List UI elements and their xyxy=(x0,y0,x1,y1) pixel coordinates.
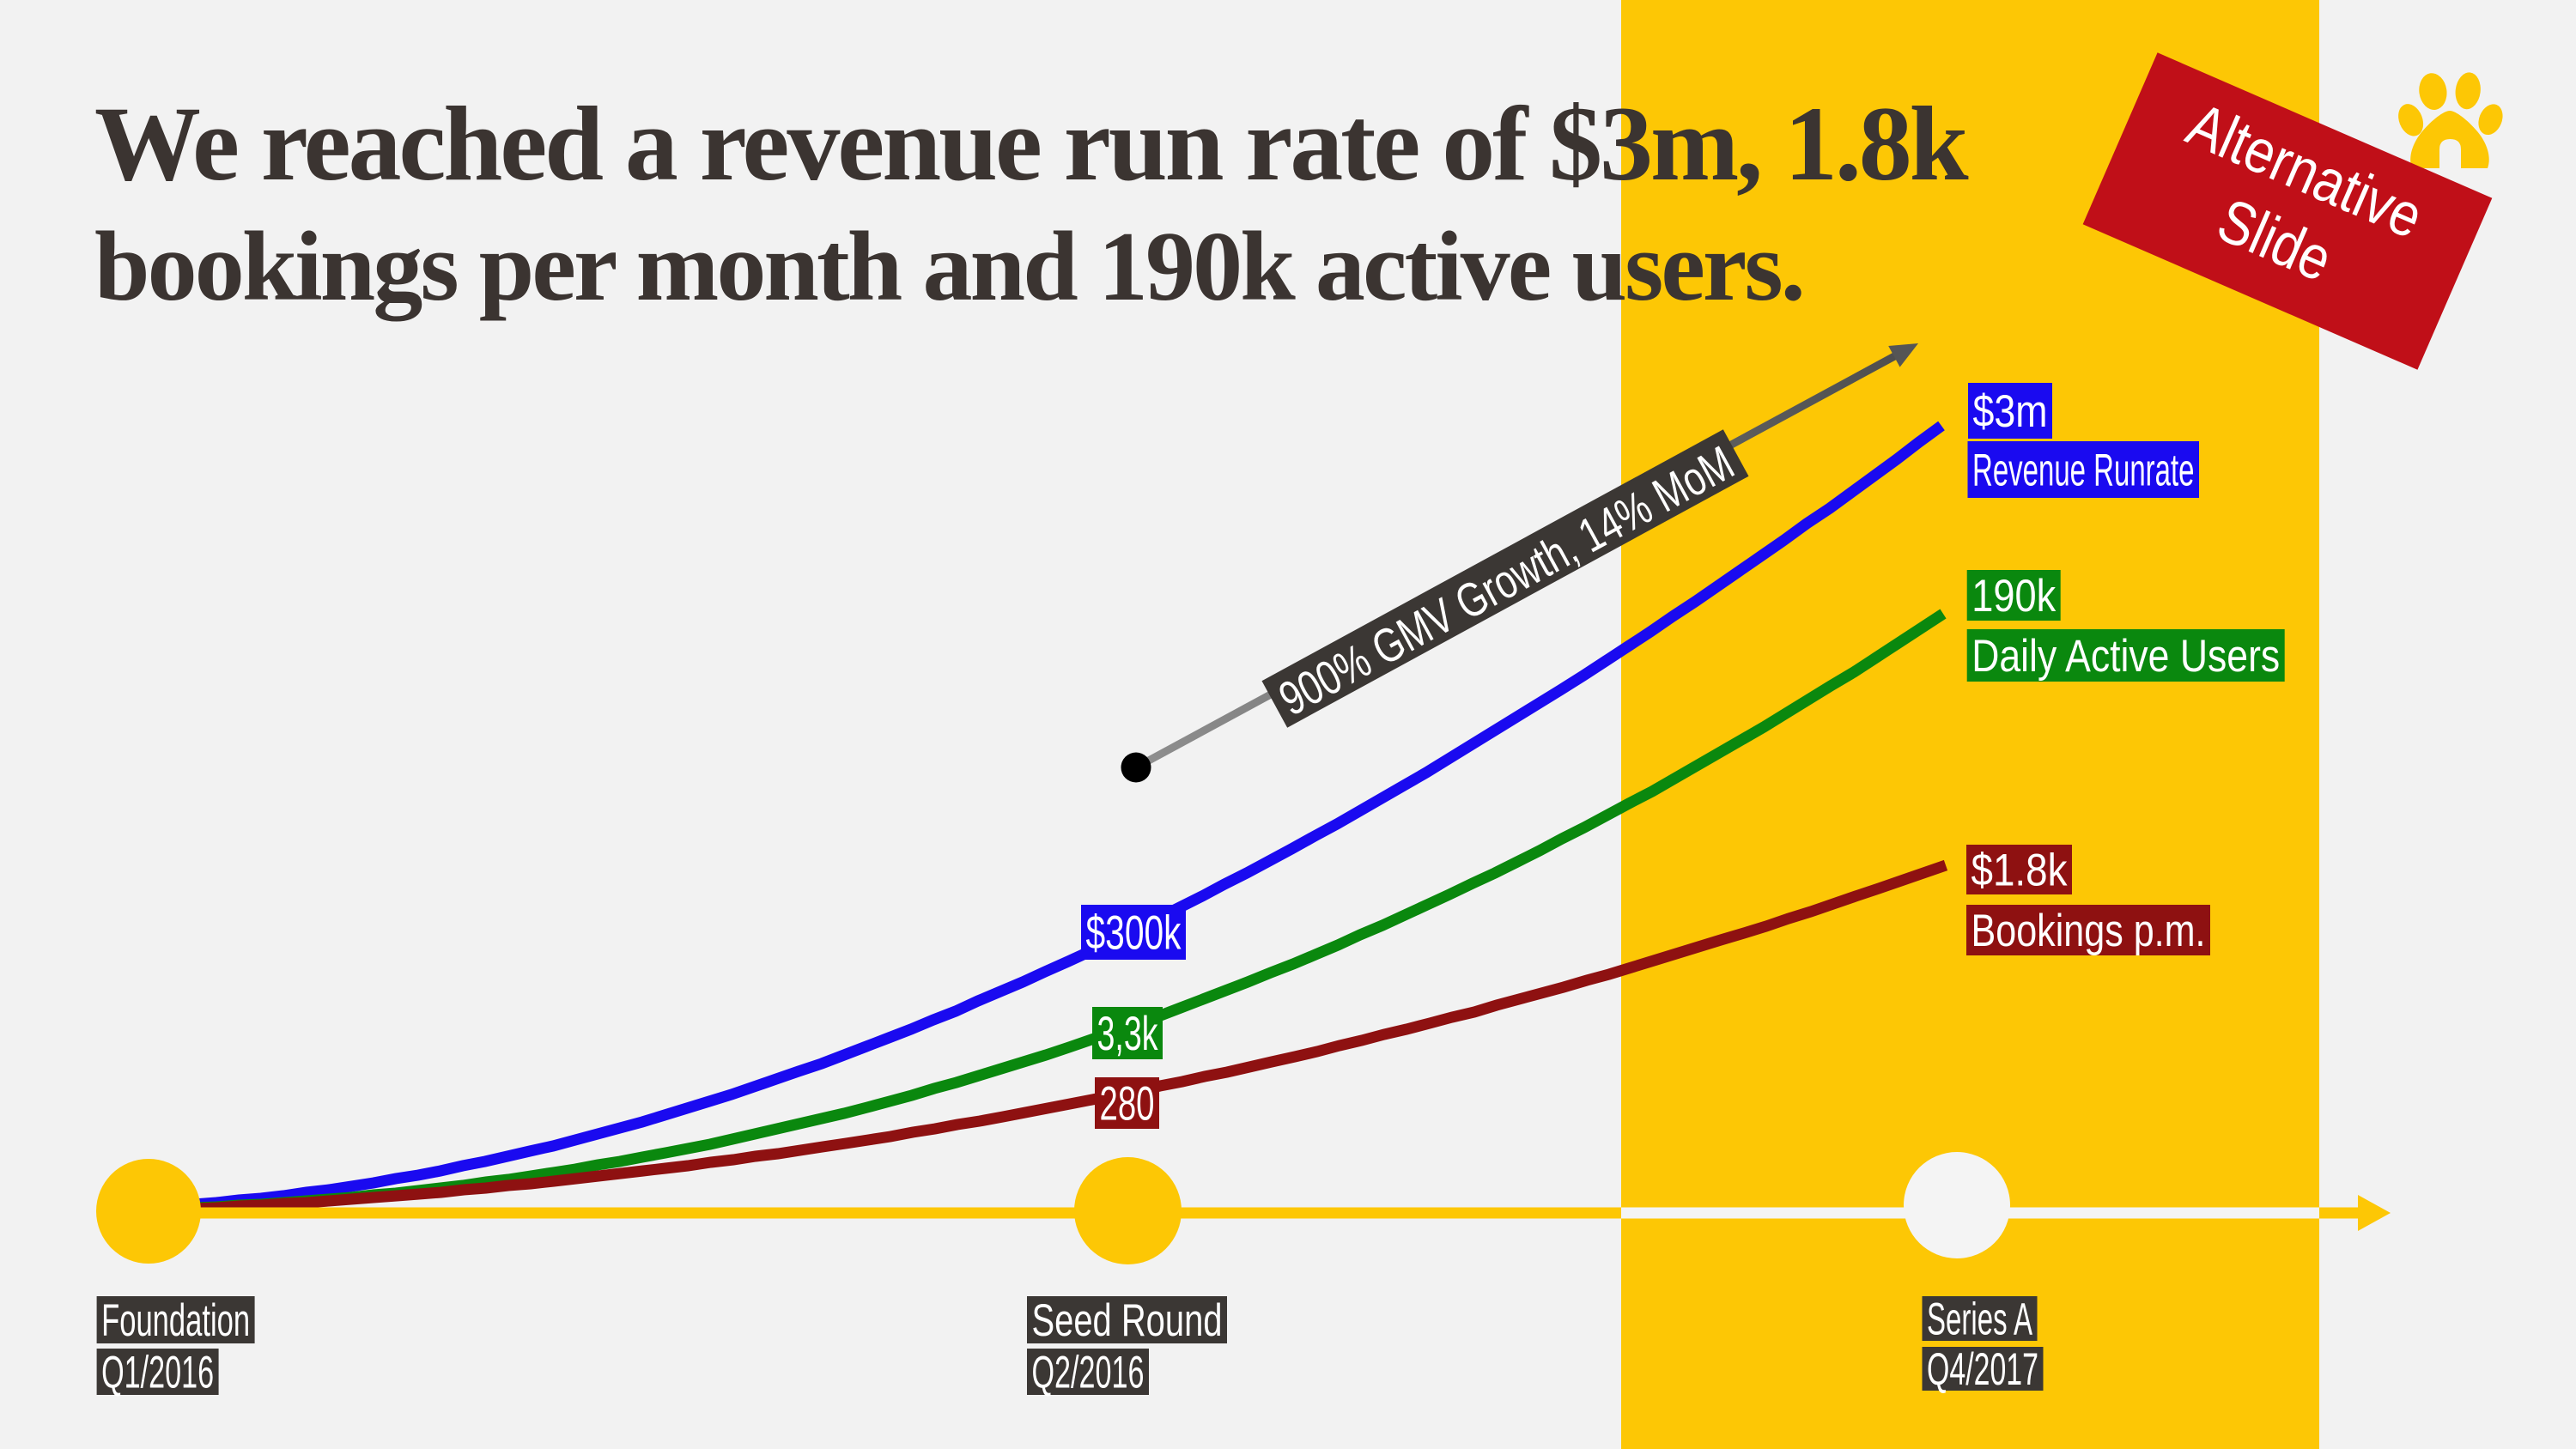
svg-text:Daily Active Users: Daily Active Users xyxy=(1971,631,2280,682)
svg-text:Q1/2016: Q1/2016 xyxy=(101,1347,214,1397)
svg-text:Revenue Runrate: Revenue Runrate xyxy=(1972,445,2195,495)
svg-text:Q4/2017: Q4/2017 xyxy=(1927,1344,2038,1395)
svg-text:$300k: $300k xyxy=(1086,905,1182,959)
svg-text:$3m: $3m xyxy=(1973,386,2048,437)
svg-text:Bookings p.m.: Bookings p.m. xyxy=(1971,906,2206,956)
svg-text:Series A: Series A xyxy=(1927,1294,2032,1344)
svg-text:Seed Round: Seed Round xyxy=(1032,1295,1223,1346)
svg-text:3,3k: 3,3k xyxy=(1097,1006,1159,1060)
svg-text:190k: 190k xyxy=(1971,571,2056,621)
svg-text:900% GMV Growth, 14% MoM: 900% GMV Growth, 14% MoM xyxy=(1270,435,1742,726)
svg-text:Q2/2016: Q2/2016 xyxy=(1032,1347,1145,1397)
svg-text:280: 280 xyxy=(1100,1076,1155,1130)
svg-text:Foundation: Foundation xyxy=(101,1295,250,1346)
svg-text:$1.8k: $1.8k xyxy=(1971,845,2068,895)
